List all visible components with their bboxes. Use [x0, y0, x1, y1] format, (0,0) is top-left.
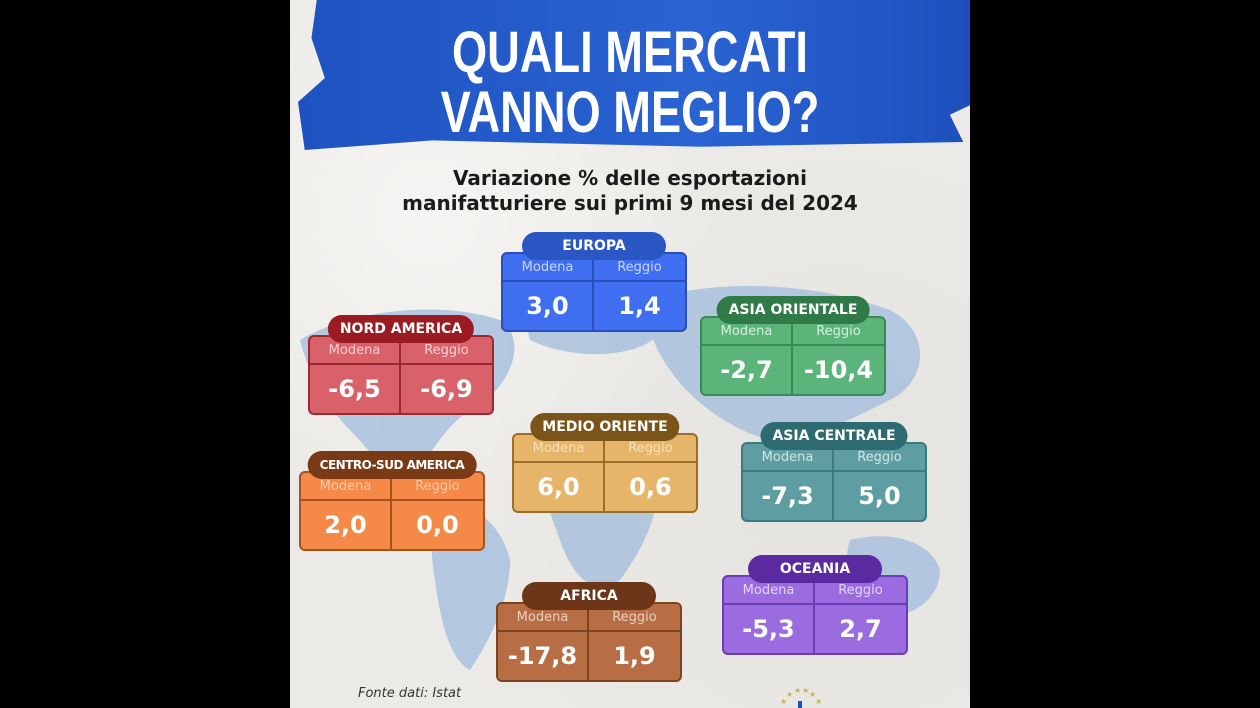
reggio-value: 2,7	[839, 615, 882, 643]
svg-text:★: ★	[780, 697, 787, 706]
svg-text:★: ★	[786, 690, 793, 699]
title-banner	[298, 0, 970, 150]
reggio-label: Reggio	[589, 604, 680, 632]
stars-logo-icon: ★ ★ ★ ★ ★ ★	[780, 686, 822, 708]
reggio-value: 1,4	[618, 292, 661, 320]
modena-value: -7,3	[743, 472, 834, 520]
reggio-value: 5,0	[858, 482, 901, 510]
modena-value: 2,0	[301, 501, 392, 549]
reggio-label: Reggio	[834, 444, 925, 472]
modena-label: Modena	[724, 577, 815, 605]
reggio-value: -10,4	[803, 356, 874, 384]
region-table: Modena Reggio -7,3 5,0	[741, 442, 927, 522]
reggio-label: Reggio	[392, 473, 483, 501]
reggio-value: 0,0	[416, 511, 459, 539]
modena-value: -5,3	[724, 605, 815, 653]
region-table: Modena Reggio 2,0 0,0	[299, 471, 485, 551]
region-title: NORD AMERICA	[327, 315, 475, 343]
modena-value: 6,0	[514, 463, 605, 511]
reggio-value: 1,9	[613, 642, 656, 670]
region-table: Modena Reggio 6,0 0,6	[512, 433, 698, 513]
region-table: Modena Reggio -2,7 -10,4	[700, 316, 886, 396]
region-title: CENTRO-SUD AMERICA	[307, 451, 477, 479]
modena-label: Modena	[498, 604, 589, 632]
modena-label: Modena	[301, 473, 392, 501]
subtitle-line-2: manifatturiere sui primi 9 mesi del 2024	[402, 191, 858, 215]
region-table: Modena Reggio 3,0 1,4	[501, 252, 687, 332]
infographic: QUALI MERCATI VANNO MEGLIO? Variazione %…	[290, 0, 970, 708]
region-table: Modena Reggio -5,3 2,7	[722, 575, 908, 655]
modena-label: Modena	[514, 435, 605, 463]
subtitle-line-1: Variazione % delle esportazioni	[453, 166, 807, 190]
reggio-label: Reggio	[401, 337, 492, 365]
modena-value: -17,8	[498, 632, 589, 680]
reggio-label: Reggio	[815, 577, 906, 605]
reggio-label: Reggio	[605, 435, 696, 463]
modena-label: Modena	[702, 318, 793, 346]
reggio-label: Reggio	[793, 318, 884, 346]
modena-value: -2,7	[702, 346, 793, 394]
reggio-label: Reggio	[594, 254, 685, 282]
region-table: Modena Reggio -17,8 1,9	[496, 602, 682, 682]
modena-value: -6,5	[310, 365, 401, 413]
svg-text:★: ★	[802, 686, 809, 695]
source-note: Fonte dati: Istat	[358, 686, 462, 701]
modena-label: Modena	[310, 337, 401, 365]
reggio-value: 0,6	[629, 473, 672, 501]
modena-label: Modena	[743, 444, 834, 472]
region-title: MEDIO ORIENTE	[530, 413, 680, 441]
svg-text:★: ★	[809, 690, 816, 699]
svg-text:★: ★	[794, 686, 801, 695]
region-title: OCEANIA	[748, 555, 882, 583]
modena-value: 3,0	[503, 282, 594, 330]
region-table: Modena Reggio -6,5 -6,9	[308, 335, 494, 415]
title-line-2: VANNO MEGLIO?	[440, 80, 820, 145]
modena-label: Modena	[503, 254, 594, 282]
svg-text:★: ★	[815, 697, 822, 706]
region-title: ASIA ORIENTALE	[716, 296, 870, 324]
reggio-value: -6,9	[420, 375, 473, 403]
region-title: EUROPA	[522, 232, 666, 260]
region-title: AFRICA	[522, 582, 656, 610]
title-line-1: QUALI MERCATI	[451, 20, 809, 85]
region-title: ASIA CENTRALE	[760, 422, 908, 450]
